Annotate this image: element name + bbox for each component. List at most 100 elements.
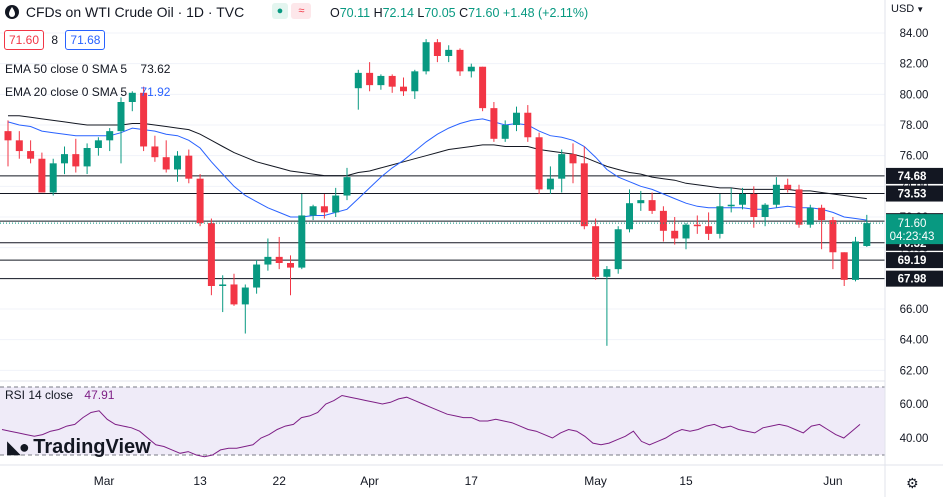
close-value: 71.60: [468, 6, 500, 20]
candle-body: [94, 140, 102, 148]
y-tick-label: 64.00: [900, 335, 929, 347]
candle-body: [151, 146, 159, 158]
candle-body: [253, 264, 261, 288]
rsi-tick-label: 40.00: [900, 433, 929, 445]
level-label-bg: [886, 185, 943, 202]
candle-body: [230, 284, 238, 305]
candle-body: [580, 163, 588, 227]
eye-status-icon[interactable]: ●: [272, 3, 288, 19]
candle-body: [275, 256, 283, 263]
x-tick-label: 22: [273, 474, 287, 488]
wave-status-icon[interactable]: ≈: [291, 3, 312, 19]
candle-body: [513, 112, 520, 125]
x-tick-label: 15: [679, 474, 693, 488]
open-value: 70.11: [339, 6, 371, 20]
rsi-axis: 60.00 40.00: [900, 399, 929, 445]
candle-body: [445, 49, 453, 56]
candle-body: [61, 154, 68, 164]
candle-body: [320, 206, 328, 213]
candle-body: [727, 204, 735, 207]
x-tick-label: May: [584, 474, 607, 488]
candle-body: [366, 72, 374, 86]
candle-body: [490, 108, 498, 139]
sell-button[interactable]: 71.60: [4, 30, 45, 50]
x-tick-label: Apr: [360, 474, 379, 488]
candle-body: [637, 200, 645, 204]
y-tick-label: 84.00: [900, 28, 929, 40]
currency-selector[interactable]: USD ▼: [891, 3, 925, 15]
chevron-down-icon: ▼: [916, 5, 925, 14]
ema50-legend[interactable]: EMA 50 close 0 SMA 5 73.62: [5, 62, 171, 76]
y-tick-label: 62.00: [900, 365, 929, 377]
candle-body: [761, 204, 769, 217]
status-badges: ● ≈: [272, 3, 312, 19]
trade-buttons: 71.60 8 71.68: [4, 30, 106, 50]
candle-body: [162, 157, 170, 170]
rsi-legend[interactable]: RSI 14 close 47.91: [5, 388, 115, 402]
candle-body: [140, 92, 148, 147]
candle-body: [626, 203, 633, 230]
settings-gear-icon[interactable]: ⚙: [906, 475, 919, 491]
symbol-logo-icon: [5, 5, 19, 19]
candle-body: [806, 207, 814, 225]
candle-body: [196, 178, 204, 224]
high-value: 72.14: [382, 6, 414, 20]
candle-body: [648, 200, 656, 211]
rsi-line: [1, 394, 861, 458]
candle-body: [467, 66, 475, 72]
candle-body: [546, 178, 554, 190]
y-tick-label: 66.00: [900, 304, 929, 316]
x-tick-label: 13: [193, 474, 207, 488]
candle-body: [15, 140, 23, 152]
time-axis: Mar 13 22 Apr 17 May 15 Jun: [94, 474, 843, 488]
candle-body: [343, 177, 351, 196]
last-price-bg: [886, 214, 943, 245]
candle-body: [535, 137, 543, 190]
ohlc-values: O70.11 H72.14 L70.05 C71.60 +1.48 (+2.11…: [330, 6, 589, 20]
candle-body: [818, 207, 826, 221]
spread-value: 8: [51, 33, 59, 47]
horizontal-levels: [0, 175, 885, 280]
countdown-value: 04:23:43: [890, 231, 935, 243]
level-label-bg: [886, 270, 943, 287]
candle-body: [852, 241, 859, 280]
brand-name: TradingView: [33, 436, 151, 458]
low-value: 70.05: [424, 6, 456, 20]
candle-body: [456, 49, 464, 72]
x-tick-label: Mar: [94, 474, 115, 488]
candle-body: [400, 86, 407, 92]
symbol-header[interactable]: CFDs on WTI Crude Oil · 1D · TVC: [5, 4, 244, 20]
x-tick-label: 17: [465, 474, 479, 488]
candle-body: [185, 155, 193, 179]
candle-body: [603, 269, 611, 277]
last-price-value: 71.60: [898, 218, 927, 230]
y-tick-label: 76.00: [900, 151, 929, 163]
candle-body: [705, 226, 713, 234]
tradingview-logo-icon: ◣●: [7, 437, 30, 457]
candle-body: [863, 223, 871, 246]
candle-body: [38, 158, 46, 193]
candle-body: [795, 189, 803, 225]
candle-body: [479, 66, 487, 109]
candle-body: [4, 131, 12, 141]
candle-body: [716, 206, 724, 234]
ema20-legend[interactable]: EMA 20 close 0 SMA 5 71.92: [5, 85, 171, 99]
change-value: +1.48 (+2.11%): [502, 6, 589, 20]
x-tick-label: Jun: [823, 474, 842, 488]
level-label-bg: [886, 167, 943, 184]
candle-body: [750, 194, 758, 217]
candle-body: [422, 42, 430, 72]
level-label: 69.19: [898, 255, 927, 267]
candle-body: [840, 252, 848, 280]
candles: [4, 39, 871, 346]
candle-body: [377, 75, 385, 86]
symbol-title[interactable]: CFDs on WTI Crude Oil · 1D · TVC: [25, 4, 245, 20]
y-tick-label: 80.00: [900, 89, 929, 101]
level-label-bg: [886, 252, 943, 269]
price-axis: 84.0082.0080.0078.0076.0074.0072.0070.00…: [900, 28, 929, 377]
rsi-tick-label: 60.00: [900, 399, 929, 411]
candle-body: [614, 229, 622, 270]
buy-button[interactable]: 71.68: [65, 30, 106, 50]
